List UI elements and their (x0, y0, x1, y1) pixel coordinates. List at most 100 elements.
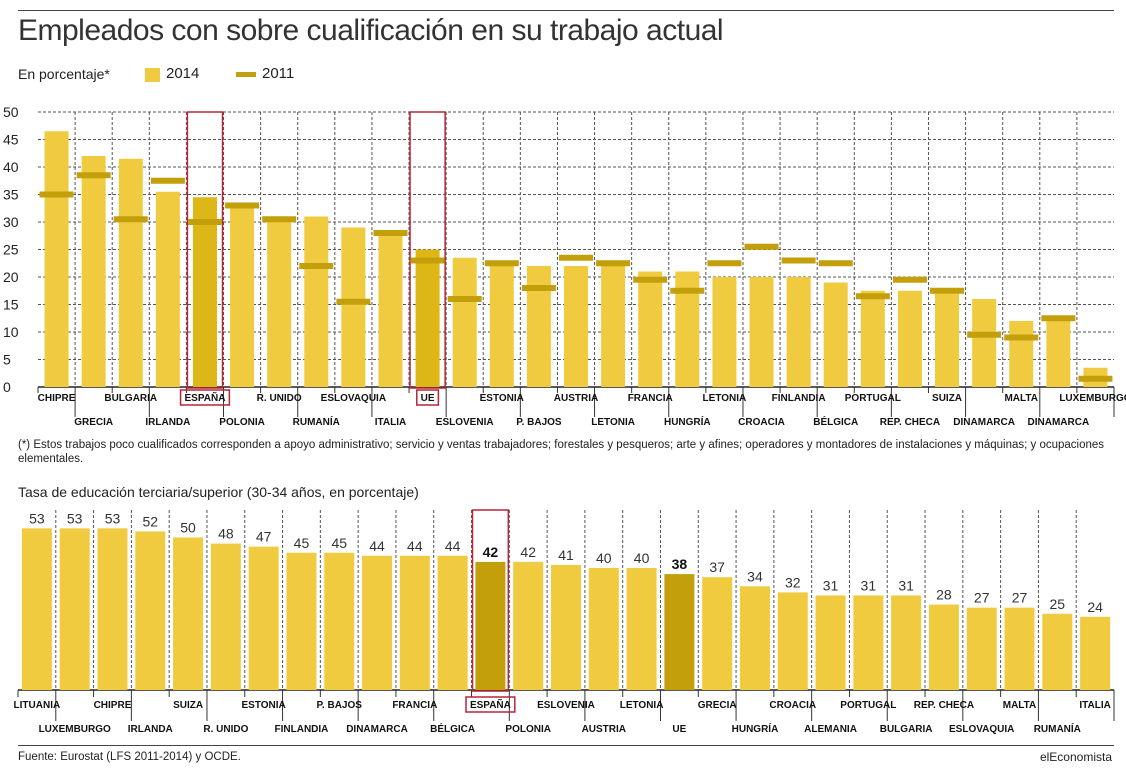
bar-2014-ue (415, 249, 440, 387)
y-tick-25: 25 (3, 242, 19, 258)
value-label-luxemburgo: 53 (67, 510, 83, 526)
marker-2011-dinamarca (1041, 315, 1076, 322)
brand-logo: elEconomista (1039, 750, 1112, 764)
x-label-letonia: LETONIA (703, 393, 747, 404)
y-tick-50: 50 (3, 104, 19, 120)
highlight-box-ue (409, 111, 446, 389)
marker-2011-eslovaquia (336, 298, 371, 305)
x-label-eslovenia: ESLOVENIA (537, 700, 595, 711)
marker-2011-malta (1004, 334, 1039, 341)
bar-2014-portugal (860, 290, 885, 387)
bar-estonia (248, 546, 279, 690)
x-label-malta: MALTA (1003, 700, 1037, 711)
x-label-irlanda: IRLANDA (128, 724, 173, 735)
bar-rep-checa (928, 604, 959, 690)
value-label-finlandia: 45 (294, 535, 310, 551)
x-label-italia: ITALIA (1079, 700, 1110, 711)
bar-2014-dinamarca (972, 299, 997, 387)
x-label-estonia: ESTONIA (242, 700, 286, 711)
x-label-francia: FRANCIA (628, 393, 673, 404)
bar-hungria (739, 586, 770, 690)
marker-2011-espana (187, 219, 222, 225)
bar-2014-eslovenia (452, 257, 477, 387)
marker-2011-austria (559, 254, 593, 261)
marker-2011-francia (633, 276, 668, 283)
marker-2011-polonia (225, 202, 260, 209)
bar-2014-rep-checa (897, 290, 922, 387)
bar-bulgaria (891, 595, 922, 690)
x-label-espana: ESPAÑA (470, 698, 511, 711)
y-tick-5: 5 (3, 352, 11, 368)
value-label-ue: 38 (672, 556, 688, 572)
bar-2014-italia (378, 235, 403, 387)
marker-2011-eslovenia (447, 296, 482, 302)
x-label-irlanda: IRLANDA (145, 417, 190, 428)
marker-2011-letonia (707, 260, 742, 267)
x-label-eslovenia: ESLOVENIA (436, 417, 494, 428)
value-label-italia: 24 (1087, 599, 1103, 615)
bar-2014-bulgaria (118, 158, 143, 387)
x-label-chipre: CHIPRE (94, 700, 132, 711)
x-label-belgica: BÉLGICA (813, 415, 858, 428)
x-label-rep-checa: REP. CHECA (914, 700, 974, 711)
bar-2014-letonia (601, 263, 626, 387)
bar-suiza (173, 537, 204, 690)
y-tick-10: 10 (3, 324, 19, 340)
marker-2011-p-bajos (521, 285, 556, 291)
value-label-irlanda: 52 (142, 513, 158, 529)
x-label-letonia: LETONIA (620, 700, 664, 711)
marker-2011-rumania (299, 263, 334, 269)
value-label-austria: 40 (596, 550, 612, 566)
value-label-francia: 44 (407, 538, 423, 554)
x-label-box-espana (179, 389, 231, 406)
bar-lituania (21, 528, 52, 690)
x-label-finlandia: FINLANDIA (772, 393, 826, 404)
x-label-bulgaria: BULGARIA (104, 393, 157, 404)
y-tick-35: 35 (3, 187, 19, 203)
bar-luxemburgo (59, 528, 90, 690)
bar-eslovaquia (966, 607, 997, 690)
marker-2011-croacia (744, 243, 779, 250)
x-label-dinamarca: DINAMARCA (346, 724, 408, 735)
x-label-dinamarca: DINAMARCA (953, 417, 1015, 428)
x-label-estonia: ESTONIA (480, 393, 524, 404)
y-tick-30: 30 (3, 214, 19, 230)
bar-letonia (626, 568, 657, 690)
x-label-box-ue (416, 389, 440, 406)
x-label-belgica: BÉLGICA (430, 722, 475, 735)
x-label-portugal: PORTUGAL (845, 393, 901, 404)
bar-2014-croacia (749, 277, 774, 387)
x-label-grecia: GRECIA (74, 417, 113, 428)
value-label-portugal: 31 (861, 577, 877, 593)
x-label-rep-checa: REP. CHECA (880, 417, 940, 428)
bar-2014-polonia (230, 202, 255, 387)
legend-swatch-2014 (145, 68, 160, 82)
x-label-eslovaquia: ESLOVAQUIA (949, 724, 1014, 735)
marker-2011-suiza (930, 287, 965, 294)
bar-2014-p-bajos (526, 266, 551, 387)
x-label-italia: ITALIA (375, 417, 406, 428)
x-label-r-unido: R. UNIDO (203, 724, 248, 735)
value-label-eslovenia: 41 (558, 547, 574, 563)
value-label-croacia: 32 (785, 574, 801, 590)
x-label-eslovaquia: ESLOVAQUIA (321, 393, 386, 404)
bar-2014-grecia (81, 156, 106, 387)
bar-grecia (702, 577, 733, 690)
marker-2011-irlanda (150, 177, 185, 184)
bar-polonia (513, 561, 544, 690)
value-label-hungria: 34 (747, 568, 763, 584)
marker-2011-dinamarca (967, 331, 1002, 338)
value-label-belgica: 44 (445, 538, 461, 554)
value-label-dinamarca: 44 (369, 538, 385, 554)
y-tick-0: 0 (3, 379, 11, 395)
bar-malta (1004, 607, 1035, 690)
bar-2014-letonia (712, 277, 737, 387)
x-label-hungria: HUNGRÍA (732, 722, 779, 735)
bar-2014-finlandia (786, 277, 811, 387)
marker-2011-hungria (670, 287, 705, 294)
x-label-rumania: RUMANÍA (293, 415, 340, 428)
footnote: (*) Estos trabajos poco cualificados cor… (18, 439, 1105, 465)
marker-2011-grecia (76, 172, 111, 179)
bar-2014-irlanda (155, 191, 180, 387)
value-label-bulgaria: 31 (898, 577, 914, 593)
